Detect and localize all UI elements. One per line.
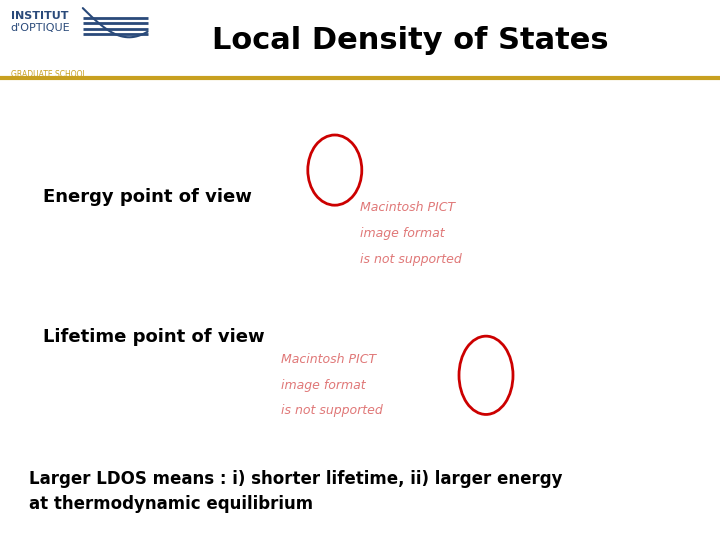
Text: Local Density of States: Local Density of States xyxy=(212,26,608,55)
Text: image format: image format xyxy=(281,379,366,392)
Text: Lifetime point of view: Lifetime point of view xyxy=(43,328,265,347)
Text: image format: image format xyxy=(360,227,445,240)
Text: Macintosh PICT: Macintosh PICT xyxy=(360,201,455,214)
Text: INSTITUT: INSTITUT xyxy=(11,11,68,21)
Text: Macintosh PICT: Macintosh PICT xyxy=(281,353,376,366)
Text: GRADUATE SCHOOL: GRADUATE SCHOOL xyxy=(11,70,86,79)
Text: Larger LDOS means : i) shorter lifetime, ii) larger energy
at thermodynamic equi: Larger LDOS means : i) shorter lifetime,… xyxy=(29,470,562,513)
Text: is not supported: is not supported xyxy=(281,404,382,417)
Text: is not supported: is not supported xyxy=(360,253,462,266)
Text: d'OPTIQUE: d'OPTIQUE xyxy=(11,23,71,33)
Text: Energy point of view: Energy point of view xyxy=(43,188,252,206)
